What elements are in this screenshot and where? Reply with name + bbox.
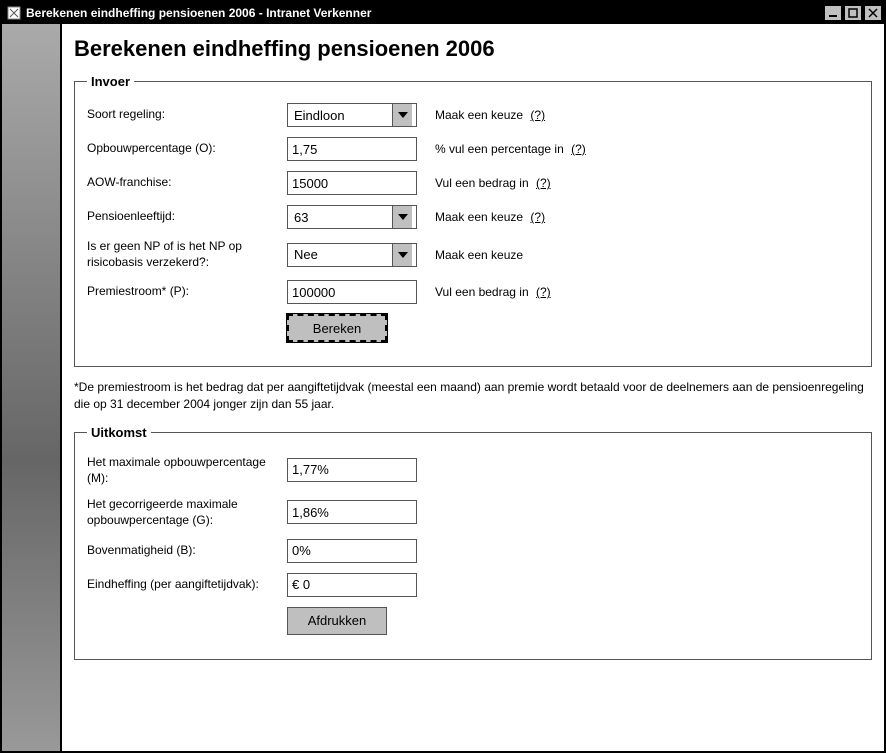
input-opbouwpercentage[interactable] bbox=[287, 137, 417, 161]
row-pensioenleeftijd: Pensioenleeftijd: 63 Maak een keuze (?) bbox=[87, 205, 859, 229]
select-soort-regeling[interactable]: Eindloon bbox=[287, 103, 417, 127]
afdrukken-button[interactable]: Afdrukken bbox=[287, 607, 387, 635]
page-title: Berekenen eindheffing pensioenen 2006 bbox=[74, 36, 872, 62]
row-aow: AOW-franchise: Vul een bedrag in (?) bbox=[87, 171, 859, 195]
hint-opbouw: % vul een percentage in (?) bbox=[435, 142, 586, 156]
app-window: Berekenen eindheffing pensioenen 2006 - … bbox=[0, 0, 886, 753]
hint-pensioenleeftijd: Maak een keuze (?) bbox=[435, 210, 545, 224]
hint-soort: Maak een keuze (?) bbox=[435, 108, 545, 122]
hint-aow: Vul een bedrag in (?) bbox=[435, 176, 551, 190]
select-np[interactable]: Nee bbox=[287, 243, 417, 267]
help-link[interactable]: (?) bbox=[530, 108, 545, 122]
row-soort: Soort regeling: Eindloon Maak een keuze … bbox=[87, 103, 859, 127]
input-premiestroom[interactable] bbox=[287, 280, 417, 304]
content-area: Berekenen eindheffing pensioenen 2006 In… bbox=[62, 24, 884, 751]
chevron-down-icon bbox=[392, 244, 412, 266]
output-bovenmatigheid: 0% bbox=[287, 539, 417, 563]
label-gecorrigeerd: Het gecorrigeerde maximale opbouwpercent… bbox=[87, 496, 287, 528]
invoer-legend: Invoer bbox=[87, 74, 134, 89]
label-bovenmatigheid: Bovenmatigheid (B): bbox=[87, 542, 287, 558]
row-np: Is er geen NP of is het NP op risicobasi… bbox=[87, 239, 859, 270]
close-button[interactable] bbox=[864, 5, 882, 21]
label-eindheffing: Eindheffing (per aangiftetijdvak): bbox=[87, 576, 287, 592]
chevron-down-icon bbox=[392, 104, 412, 126]
label-opbouw: Opbouwpercentage (O): bbox=[87, 141, 287, 157]
row-premiestroom: Premiestroom* (P): Vul een bedrag in (?) bbox=[87, 280, 859, 304]
row-eindheffing: Eindheffing (per aangiftetijdvak): € 0 bbox=[87, 573, 859, 597]
uitkomst-fieldset: Uitkomst Het maximale opbouwpercentage (… bbox=[74, 425, 872, 660]
label-max-opbouw: Het maximale opbouwpercentage (M): bbox=[87, 454, 287, 486]
maximize-button[interactable] bbox=[844, 5, 862, 21]
select-value: 63 bbox=[292, 210, 308, 225]
row-gecorrigeerd: Het gecorrigeerde maximale opbouwpercent… bbox=[87, 496, 859, 528]
output-eindheffing: € 0 bbox=[287, 573, 417, 597]
label-premiestroom: Premiestroom* (P): bbox=[87, 284, 287, 300]
help-link[interactable]: (?) bbox=[530, 210, 545, 224]
client-area: Berekenen eindheffing pensioenen 2006 In… bbox=[2, 24, 884, 751]
label-soort: Soort regeling: bbox=[87, 107, 287, 123]
row-bereken: Bereken bbox=[87, 314, 859, 342]
titlebar: Berekenen eindheffing pensioenen 2006 - … bbox=[2, 2, 884, 24]
row-bovenmatigheid: Bovenmatigheid (B): 0% bbox=[87, 539, 859, 563]
select-value: Eindloon bbox=[292, 108, 345, 123]
side-banner bbox=[2, 24, 62, 751]
bereken-button[interactable]: Bereken bbox=[287, 314, 387, 342]
row-afdrukken: Afdrukken bbox=[87, 607, 859, 635]
help-link[interactable]: (?) bbox=[536, 176, 551, 190]
row-opbouw: Opbouwpercentage (O): % vul een percenta… bbox=[87, 137, 859, 161]
hint-premiestroom: Vul een bedrag in (?) bbox=[435, 285, 551, 299]
chevron-down-icon bbox=[392, 206, 412, 228]
label-aow: AOW-franchise: bbox=[87, 175, 287, 191]
window-controls bbox=[824, 5, 882, 21]
help-link[interactable]: (?) bbox=[571, 142, 586, 156]
app-icon bbox=[6, 5, 22, 21]
footnote-premiestroom: *De premiestroom is het bedrag dat per a… bbox=[74, 379, 872, 413]
label-pensioenleeftijd: Pensioenleeftijd: bbox=[87, 209, 287, 225]
output-gecorrigeerd: 1,86% bbox=[287, 500, 417, 524]
output-max-opbouw: 1,77% bbox=[287, 458, 417, 482]
invoer-fieldset: Invoer Soort regeling: Eindloon Maak een… bbox=[74, 74, 872, 367]
uitkomst-legend: Uitkomst bbox=[87, 425, 151, 440]
minimize-button[interactable] bbox=[824, 5, 842, 21]
select-pensioenleeftijd[interactable]: 63 bbox=[287, 205, 417, 229]
help-link[interactable]: (?) bbox=[536, 285, 551, 299]
hint-np: Maak een keuze bbox=[435, 248, 523, 262]
row-max-opbouw: Het maximale opbouwpercentage (M): 1,77% bbox=[87, 454, 859, 486]
label-np: Is er geen NP of is het NP op risicobasi… bbox=[87, 239, 287, 270]
window-title: Berekenen eindheffing pensioenen 2006 - … bbox=[26, 6, 824, 20]
select-value: Nee bbox=[292, 247, 318, 262]
input-aow-franchise[interactable] bbox=[287, 171, 417, 195]
